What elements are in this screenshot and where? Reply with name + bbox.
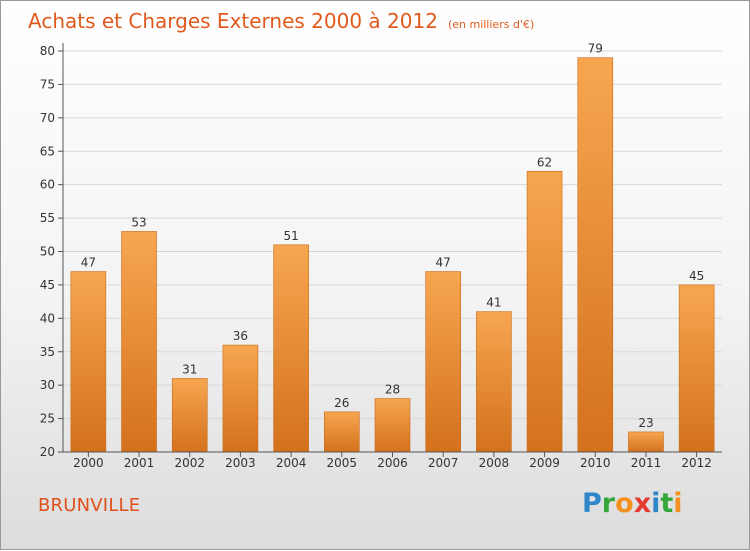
chart-title-text: Achats et Charges Externes 2000 à 2012	[28, 9, 438, 33]
logo-letter: r	[601, 488, 616, 519]
data-label: 28	[385, 383, 400, 397]
bar-2006	[374, 398, 411, 453]
data-label: 51	[283, 229, 298, 243]
data-label: 62	[537, 155, 552, 169]
bar-2012	[678, 284, 715, 453]
bar-2002	[171, 378, 208, 453]
x-tick-label: 2007	[428, 456, 459, 470]
data-label: 31	[182, 362, 197, 376]
logo-letter: t	[660, 488, 674, 519]
y-tick-label: 35	[40, 345, 55, 359]
y-tick-label: 25	[40, 412, 55, 426]
logo-letter: x	[633, 488, 652, 519]
x-tick-label: 2005	[327, 456, 358, 470]
y-tick-label: 20	[40, 445, 55, 459]
bar-2008	[476, 311, 512, 453]
chart-unit: (en milliers d'€)	[447, 18, 535, 31]
y-tick-label: 30	[40, 378, 55, 392]
data-label: 47	[81, 256, 96, 270]
axes: 20 25 30 35 40 45 50 55 60 65 70 75 80 2000 2001 2002 20…	[40, 43, 722, 470]
bar-2011	[628, 431, 664, 453]
bar-2010	[577, 57, 614, 453]
data-label: 47	[436, 256, 451, 270]
y-tick-label: 80	[40, 44, 55, 58]
bar-2000	[70, 271, 107, 453]
proxiti-logo: Proxiti	[582, 488, 683, 519]
y-tick-label: 50	[40, 245, 55, 259]
x-tick-label: 2000	[73, 456, 104, 470]
x-tick-label: 2012	[681, 456, 712, 470]
bar-2001	[121, 231, 157, 453]
y-tick-label: 65	[40, 144, 55, 158]
data-label: 23	[638, 416, 653, 430]
y-tick-label: 70	[40, 111, 55, 125]
y-tick-label: 60	[40, 178, 55, 192]
data-label: 79	[588, 42, 603, 56]
logo-letter: o	[615, 488, 634, 519]
x-tick-label: 2010	[580, 456, 611, 470]
bar-2009	[526, 171, 563, 453]
data-label: 41	[486, 296, 501, 310]
bar-2005	[324, 411, 360, 453]
x-tick-label: 2004	[276, 456, 307, 470]
city-name: BRUNVILLE	[38, 495, 141, 516]
data-label: 45	[689, 269, 704, 283]
bar-2007	[425, 271, 461, 453]
x-tick-label: 2001	[124, 456, 155, 470]
x-tick-label: 2009	[529, 456, 560, 470]
y-tick-label: 75	[40, 77, 55, 91]
y-tick-label: 55	[40, 211, 55, 225]
bar-2004	[273, 244, 309, 453]
x-tick-label: 2008	[479, 456, 510, 470]
bar-2003	[222, 344, 259, 453]
y-tick-label: 40	[40, 311, 55, 325]
data-label: 26	[334, 396, 349, 410]
x-tick-label: 2011	[631, 456, 662, 470]
logo-letter: i	[673, 488, 683, 519]
data-label: 36	[233, 329, 248, 343]
bars: 47 53 31 36 51 26 28 47 41 62 79 23 45	[70, 42, 715, 453]
x-tick-label: 2002	[174, 456, 205, 470]
y-tick-label: 45	[40, 278, 55, 292]
chart-title: Achats et Charges Externes 2000 à 2012 (e…	[28, 9, 534, 33]
logo-letter: i	[651, 488, 661, 519]
x-tick-label: 2003	[225, 456, 256, 470]
x-tick-label: 2006	[377, 456, 408, 470]
data-label: 53	[131, 215, 146, 229]
logo-letter: P	[582, 488, 602, 519]
